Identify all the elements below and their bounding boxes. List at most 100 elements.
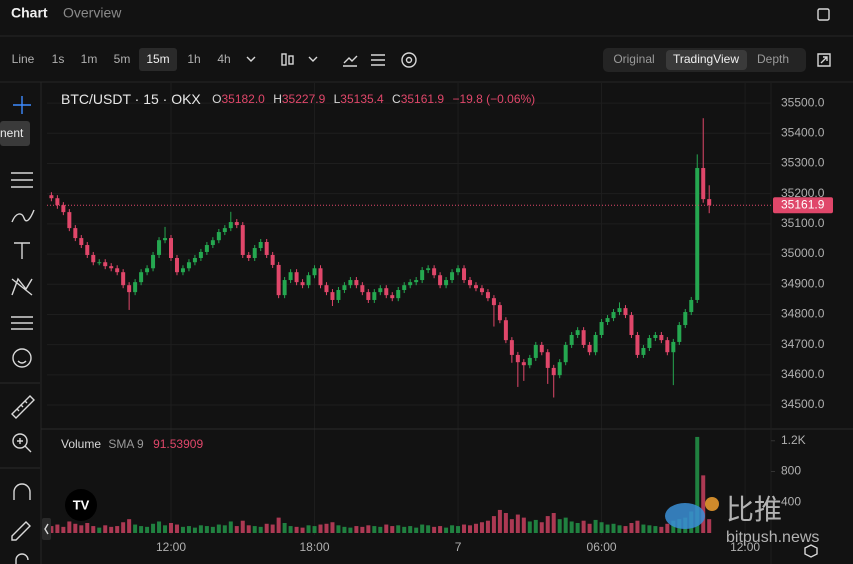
candle-body (163, 238, 168, 241)
magnet-icon[interactable] (13, 483, 31, 500)
template-icon[interactable] (371, 54, 385, 66)
candle-body (689, 299, 694, 313)
ohlc-key: H (273, 92, 282, 106)
watermark-coin (705, 497, 719, 511)
volume-bar (318, 524, 323, 533)
candle-body (402, 285, 407, 291)
volume-bar (617, 525, 622, 533)
candle-body (139, 272, 144, 283)
candle-body (192, 258, 197, 263)
candle-body (306, 275, 311, 286)
interval-option[interactable]: 5m (114, 52, 131, 66)
candle-body (85, 245, 90, 255)
candle-body (246, 254, 251, 258)
pattern-icon[interactable] (11, 277, 33, 296)
volume-bar (85, 523, 90, 533)
price-legend: BTC/USDT · 15 · OKX O35182.0 H35227.9 L3… (61, 91, 535, 107)
volume-bar (109, 526, 114, 533)
candle-body (222, 228, 227, 233)
forecast-icon[interactable] (11, 316, 33, 330)
volume-bar (420, 524, 425, 533)
y-tick-label: 35100.0 (781, 216, 825, 230)
candle-body (180, 268, 185, 273)
interval-option[interactable]: 1h (187, 52, 200, 66)
volume-bar (396, 525, 401, 533)
y-tick-label: 34500.0 (781, 397, 825, 411)
lock-icon[interactable] (15, 553, 29, 564)
volume-bar (210, 526, 215, 533)
interval-option[interactable]: 1m (81, 52, 98, 66)
candle-body (55, 198, 60, 206)
candle-body (109, 266, 114, 269)
volume-bar (91, 526, 96, 533)
view-option[interactable]: Original (613, 52, 654, 66)
volume-bar (605, 524, 610, 533)
volume-bar (342, 526, 347, 533)
candle-body (276, 264, 281, 296)
expand-icon[interactable] (817, 53, 831, 67)
candle-body (91, 254, 96, 263)
watermark: 比推 bitpush.news (665, 493, 819, 546)
y-tick-label: 34700.0 (781, 337, 825, 351)
candle-body (258, 241, 263, 249)
candle-body (617, 308, 622, 313)
pencil-lock-icon[interactable] (11, 521, 31, 541)
volume-bar (557, 519, 562, 533)
volume-bar (509, 519, 514, 533)
volume-bar (216, 524, 221, 533)
fullscreen-icon[interactable] (817, 8, 830, 21)
volume-bar (306, 525, 311, 533)
interval-option[interactable]: 4h (217, 52, 230, 66)
candle-body (539, 344, 544, 353)
candle-body (210, 240, 215, 246)
crosshair-icon[interactable] (13, 96, 31, 114)
candle-body (360, 285, 365, 293)
volume-bar (629, 523, 634, 533)
lines-icon[interactable] (11, 172, 33, 188)
candle-body (623, 308, 628, 316)
y-tick-label: 35300.0 (781, 156, 825, 170)
tab[interactable]: Chart (11, 5, 48, 21)
axis-settings-icon[interactable] (804, 544, 818, 558)
volume-bar (240, 520, 245, 533)
candle-body (97, 262, 102, 264)
chart-type-icon[interactable] (281, 53, 294, 66)
interval-option[interactable]: Line (12, 52, 35, 66)
ruler-icon[interactable] (11, 395, 35, 419)
interval-option[interactable]: 1s (52, 52, 65, 66)
volume-bar (641, 524, 646, 533)
settings-icon[interactable] (401, 52, 417, 68)
y-tick-label: 34600.0 (781, 367, 825, 381)
volume-bar (384, 524, 389, 533)
emoji-smile (17, 360, 27, 364)
indicator-icon[interactable] (343, 55, 358, 67)
view-option[interactable]: TradingView (673, 52, 739, 66)
volume-bar (414, 527, 419, 533)
interval-selected-bg (139, 48, 177, 71)
interval-option[interactable]: 15m (146, 52, 169, 66)
volume-bar (246, 525, 251, 533)
volume-bar (151, 523, 156, 533)
volume-bar (408, 526, 413, 533)
indicator-name: SMA 9 (108, 437, 144, 451)
chevron[interactable] (308, 56, 318, 62)
candle-body (695, 168, 700, 300)
candle-body (324, 285, 329, 293)
zoom-icon[interactable] (12, 433, 28, 449)
tab[interactable]: Overview (63, 5, 122, 21)
volume-bar (432, 526, 437, 533)
watermark-bird (665, 503, 705, 529)
tooltip-box (0, 121, 30, 146)
volume-bar (372, 526, 377, 533)
volume-bar (503, 513, 508, 533)
chevron[interactable] (246, 56, 256, 62)
volume-bar (521, 517, 526, 533)
text-icon[interactable] (14, 242, 30, 259)
collapse-button[interactable] (42, 518, 51, 540)
ohlc-key: L (334, 92, 341, 106)
brush-icon[interactable] (11, 209, 35, 223)
view-option[interactable]: Depth (757, 52, 789, 66)
volume-bar (73, 523, 78, 533)
emoji-icon[interactable] (12, 348, 32, 368)
volume-bar (264, 523, 269, 533)
